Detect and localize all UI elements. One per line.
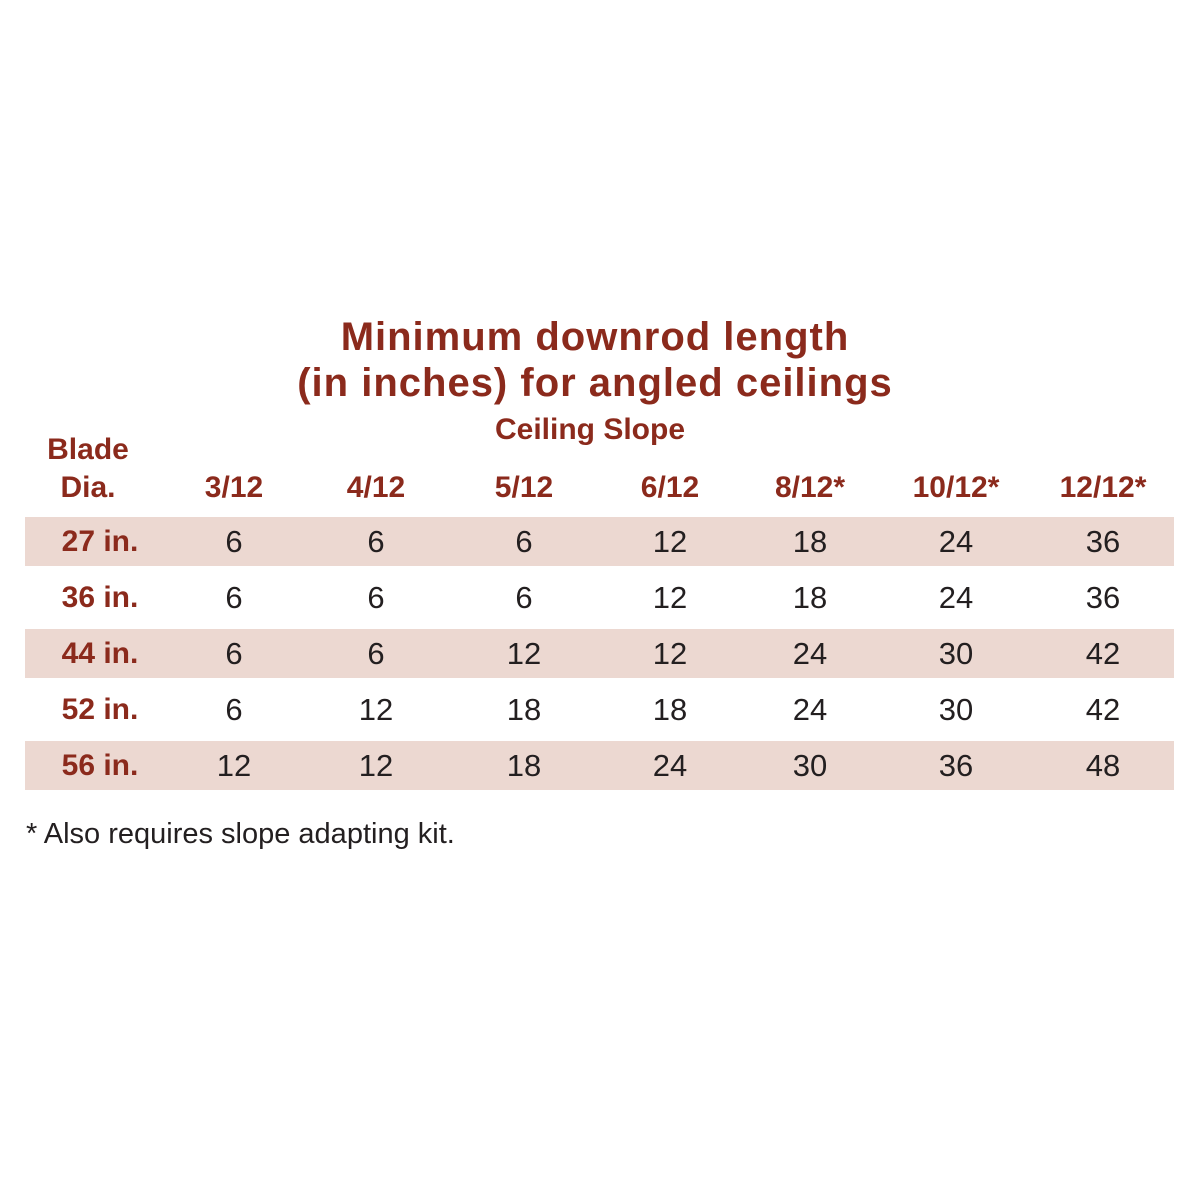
column-header-10-12: 10/12* <box>912 471 1000 504</box>
table-cell: 6 <box>225 692 243 727</box>
table-cell: 6 <box>225 524 243 559</box>
table-cell: 18 <box>652 692 688 727</box>
table-cell: 18 <box>792 524 828 559</box>
table-row: 36 in. 6 6 6 12 18 24 36 <box>25 573 1174 622</box>
table-cell: 36 <box>938 748 974 783</box>
table-cell: 24 <box>938 524 974 559</box>
column-header-6-12: 6/12 <box>640 471 700 504</box>
table-cell: 12 <box>652 524 688 559</box>
column-header-12-12: 12/12* <box>1059 471 1147 504</box>
table-row: 44 in. 6 6 12 12 24 30 42 <box>25 629 1174 678</box>
ceiling-slope-heading: Ceiling Slope <box>494 413 686 446</box>
row-label: 52 in. <box>61 693 139 726</box>
table-cell: 18 <box>792 580 828 615</box>
table-cell: 24 <box>652 748 688 783</box>
table-cell: 30 <box>938 692 974 727</box>
column-header-4-12: 4/12 <box>346 471 406 504</box>
table-cell: 6 <box>367 580 385 615</box>
table-cell: 36 <box>1085 580 1121 615</box>
table-cell: 6 <box>515 524 533 559</box>
table-row: 27 in. 6 6 6 12 18 24 36 <box>25 517 1174 566</box>
table-cell: 12 <box>652 636 688 671</box>
footnote: * Also requires slope adapting kit. <box>26 818 455 850</box>
row-label: 27 in. <box>61 525 139 558</box>
table-cell: 12 <box>358 748 394 783</box>
table-cell: 42 <box>1085 636 1121 671</box>
column-header-5-12: 5/12 <box>494 471 554 504</box>
column-header-3-12: 3/12 <box>204 471 264 504</box>
table-title-line-2: (in inches) for angled ceilings <box>297 361 893 405</box>
table-cell: 30 <box>938 636 974 671</box>
table-cell: 24 <box>938 580 974 615</box>
table-cell: 30 <box>792 748 828 783</box>
table-cell: 6 <box>367 524 385 559</box>
table-cell: 6 <box>225 636 243 671</box>
table-row: 56 in. 12 12 18 24 30 36 48 <box>25 741 1174 790</box>
table-row: 52 in. 6 12 18 18 24 30 42 <box>25 685 1174 734</box>
table-cell: 6 <box>225 580 243 615</box>
table-cell: 12 <box>506 636 542 671</box>
table-cell: 24 <box>792 636 828 671</box>
table-cell: 18 <box>506 748 542 783</box>
table-cell: 6 <box>515 580 533 615</box>
row-label: 44 in. <box>61 637 139 670</box>
table-cell: 36 <box>1085 524 1121 559</box>
table-title-line-1: Minimum downrod length <box>340 315 850 359</box>
table-cell: 48 <box>1085 748 1121 783</box>
table-cell: 12 <box>652 580 688 615</box>
table-cell: 12 <box>358 692 394 727</box>
table-cell: 18 <box>506 692 542 727</box>
row-label: 36 in. <box>61 581 139 614</box>
table-cell: 6 <box>367 636 385 671</box>
column-header-8-12: 8/12* <box>774 471 846 504</box>
blade-header-line-2: Dia. <box>60 471 116 504</box>
blade-header-line-1: Blade <box>47 433 129 466</box>
table-cell: 24 <box>792 692 828 727</box>
table-cell: 12 <box>216 748 252 783</box>
row-label: 56 in. <box>61 749 139 782</box>
table-cell: 42 <box>1085 692 1121 727</box>
